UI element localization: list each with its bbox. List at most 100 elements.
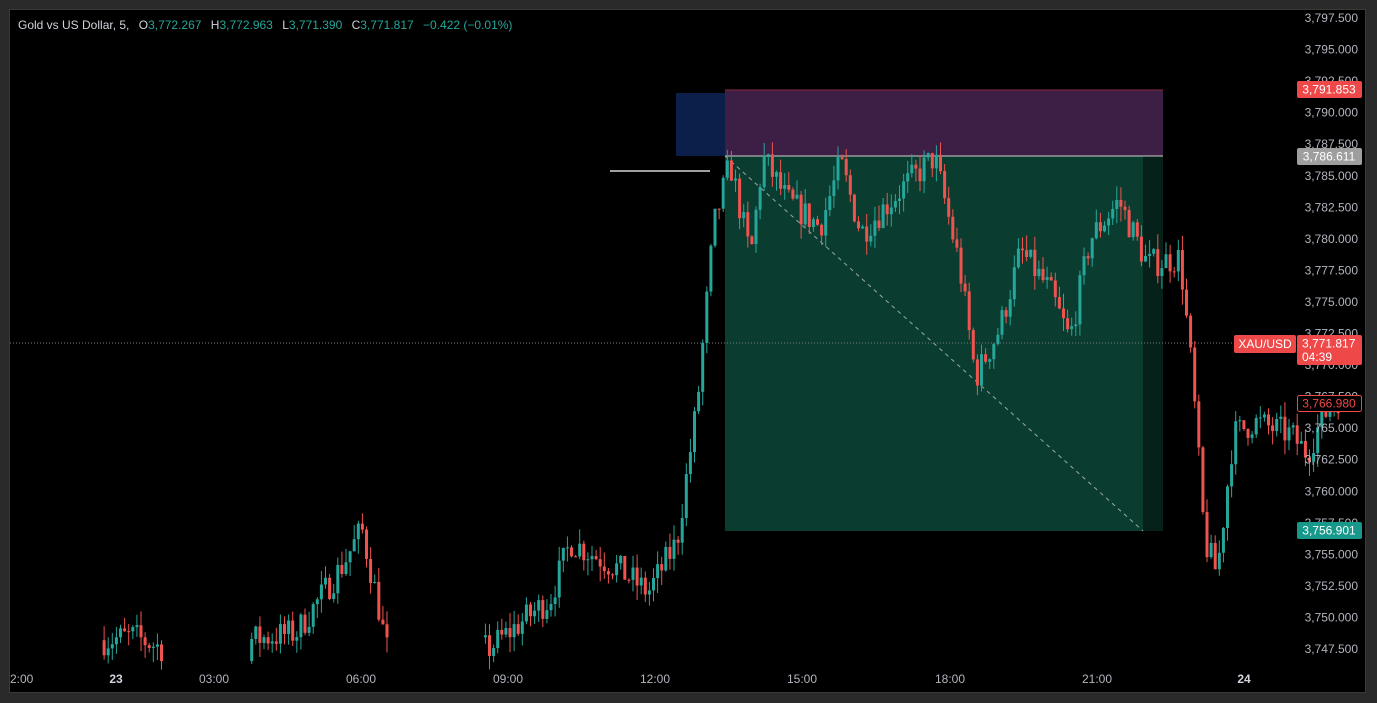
price-axis[interactable]: 3,797.5003,795.0003,792.5003,790.0003,78… [1305, 11, 1359, 656]
candle [930, 152, 934, 178]
candle [1242, 420, 1246, 431]
x-tick-label: 2:00 [10, 672, 34, 686]
candle [660, 556, 664, 585]
candle [1016, 238, 1020, 270]
candle [492, 644, 496, 663]
candle [533, 602, 537, 624]
candle [1008, 289, 1012, 326]
candle [504, 621, 508, 638]
candle [1049, 272, 1053, 281]
candle [381, 606, 385, 625]
entry-zone[interactable] [676, 93, 725, 156]
candle [635, 554, 639, 601]
candle [1201, 445, 1205, 515]
candle [668, 533, 672, 570]
candle [131, 625, 135, 640]
candle [582, 540, 586, 571]
y-tick-label: 3,760.000 [1305, 484, 1359, 498]
stop-price-tag[interactable]: 3,791.853 [1297, 81, 1362, 98]
candle [385, 611, 389, 653]
candle [1074, 311, 1078, 337]
candle [807, 203, 811, 235]
candle [553, 585, 557, 617]
x-tick-label: 03:00 [199, 672, 229, 686]
candle [500, 618, 504, 640]
candle [705, 286, 709, 354]
candle [340, 551, 344, 578]
candle [1078, 270, 1082, 336]
alert-price-tag[interactable]: 3,766.980 [1297, 395, 1362, 412]
candle [508, 613, 512, 653]
candle [828, 185, 832, 216]
candle [328, 574, 332, 601]
candle [594, 549, 598, 561]
stop-zone[interactable] [725, 90, 1163, 156]
candle [672, 525, 676, 571]
candle [1156, 234, 1160, 284]
candle [139, 611, 143, 652]
candle [315, 597, 319, 619]
price-chart[interactable]: 3,797.5003,795.0003,792.5003,790.0003,78… [10, 10, 1365, 692]
candle [1123, 200, 1127, 220]
x-tick-label: 18:00 [935, 672, 965, 686]
candle [377, 568, 381, 622]
candle [287, 614, 291, 645]
candle [123, 617, 127, 632]
candle [697, 385, 701, 415]
candle [1127, 205, 1131, 238]
candle [1213, 535, 1217, 570]
legend-close-value: 3,771.817 [360, 18, 414, 32]
candle [898, 185, 902, 215]
time-axis[interactable]: 2:00 23 03:00 06:00 09:00 12:00 15:00 18:00 21:0… [10, 672, 1251, 686]
x-tick-label: 15:00 [787, 672, 817, 686]
candle [1234, 411, 1238, 475]
candle [1107, 211, 1111, 236]
entry-price-tag[interactable]: 3,786.611 [1297, 148, 1362, 165]
candle [496, 621, 500, 654]
candle [1308, 449, 1312, 476]
candle [848, 169, 852, 203]
position-tool[interactable] [676, 89, 1163, 532]
candle [840, 154, 844, 161]
candle [1189, 313, 1193, 353]
candle [578, 529, 582, 560]
candle [1230, 450, 1234, 498]
candle [996, 327, 1000, 346]
candle [852, 193, 856, 223]
candle [1029, 249, 1033, 259]
legend-open-value: 3,772.267 [148, 18, 202, 32]
current-price-tag[interactable]: 3,771.817 04:39 [1297, 335, 1362, 365]
candle [311, 601, 315, 634]
candle [1148, 240, 1152, 268]
candle [729, 150, 733, 181]
candle [114, 626, 118, 654]
y-tick-label: 3,795.000 [1305, 43, 1359, 57]
chart-frame[interactable]: Gold vs US Dollar, 5, O3,772.267 H3,772.… [9, 9, 1366, 693]
candle [570, 545, 574, 558]
candle [943, 164, 947, 204]
candle [832, 165, 836, 208]
candle [656, 551, 660, 593]
candle [1053, 272, 1057, 307]
candle [918, 155, 922, 192]
candle [160, 640, 164, 670]
candle [627, 578, 631, 584]
candle [1070, 317, 1074, 336]
candle [861, 224, 865, 230]
candle [701, 339, 705, 406]
candle [1090, 237, 1094, 267]
candle [1103, 221, 1107, 233]
candle [1021, 237, 1025, 264]
candle [939, 142, 943, 175]
candle [1275, 412, 1279, 437]
y-tick-label: 3,750.000 [1305, 610, 1359, 624]
y-tick-label: 3,780.000 [1305, 232, 1359, 246]
y-tick-label: 3,785.000 [1305, 169, 1359, 183]
symbol-tag[interactable]: XAU/USD [1234, 335, 1296, 353]
y-tick-label: 3,787.500 [1305, 137, 1359, 151]
candle [971, 327, 975, 363]
target-price-tag[interactable]: 3,756.901 [1297, 522, 1362, 539]
candle [1000, 305, 1004, 340]
candle [1131, 220, 1135, 241]
candle [586, 552, 590, 576]
